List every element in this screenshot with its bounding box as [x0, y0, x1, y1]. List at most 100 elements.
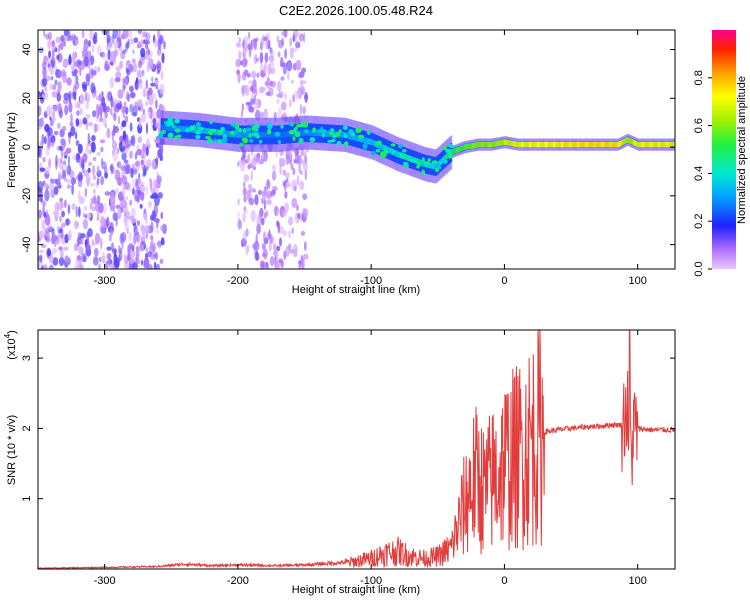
noise-blob	[41, 93, 45, 99]
noise-blob	[56, 181, 62, 188]
ridge-blob	[258, 139, 263, 144]
ridge-core	[228, 130, 231, 137]
ridge-blob	[209, 120, 213, 125]
ridge-core	[224, 130, 227, 137]
noise-blob	[254, 156, 260, 163]
noise-blob	[68, 170, 75, 179]
noise-blob	[123, 101, 127, 109]
noise-blob	[150, 82, 156, 87]
ridge-core	[610, 141, 613, 148]
ridge-core	[360, 136, 362, 143]
ridge-blob	[370, 150, 376, 156]
noise-blob	[125, 196, 129, 201]
noise-blob	[115, 71, 121, 80]
ridge-blob	[171, 124, 176, 129]
ridge-core	[552, 141, 555, 148]
noise-blob	[44, 189, 50, 202]
noise-blob	[156, 63, 160, 70]
spectrogram-x-ticks: -300 -200 -100 0 100	[94, 30, 647, 287]
ridge-core	[662, 141, 665, 148]
ridge-core	[564, 141, 567, 148]
ridge-core	[326, 130, 329, 137]
ridge-core	[595, 141, 598, 148]
ridge-core	[165, 125, 168, 131]
ridge-core	[399, 152, 401, 158]
snr-frame	[37, 329, 676, 570]
ridge-core	[614, 141, 617, 148]
noise-blob	[237, 198, 240, 206]
noise-blob	[78, 118, 83, 128]
ridge-core	[369, 138, 372, 145]
noise-blob	[130, 37, 135, 45]
ridge-core	[642, 141, 645, 148]
ridge-blob	[294, 131, 301, 138]
ridge-core	[592, 141, 594, 148]
ridge-core	[554, 141, 556, 148]
noise-blob	[43, 55, 48, 66]
noise-blob	[252, 166, 257, 171]
ridge-core	[463, 144, 465, 151]
noise-blob	[301, 67, 307, 74]
ridge-core	[495, 140, 497, 147]
noise-blob	[121, 105, 125, 115]
ridge-core	[265, 131, 267, 138]
noise-blob	[241, 103, 244, 111]
noise-blob	[129, 199, 133, 206]
ridge-core	[609, 141, 611, 148]
noise-blob	[50, 186, 53, 198]
noise-blob	[112, 150, 118, 162]
noise-blob	[84, 187, 88, 198]
noise-blob	[68, 135, 71, 145]
snr-x-axis-label: Height of straight line (km)	[292, 584, 420, 596]
noise-blob	[60, 34, 65, 43]
ridge-core	[270, 131, 272, 138]
ridge-core	[222, 130, 224, 136]
ridge-core	[361, 136, 363, 143]
ridge-core	[527, 141, 529, 148]
ridge-core	[433, 163, 436, 170]
ridge-core	[538, 141, 540, 148]
colorbar-label: Normalized spectral amplitude	[736, 76, 748, 224]
noise-blob	[242, 150, 247, 159]
noise-blob	[73, 220, 79, 230]
ridge-core	[174, 125, 177, 132]
noise-blob	[269, 80, 274, 87]
noise-blob	[122, 130, 127, 141]
ridge-core	[422, 160, 425, 167]
ridge-core	[607, 141, 609, 148]
ridge-core	[490, 141, 492, 148]
ridge-blob	[343, 134, 348, 139]
ridge-core	[258, 131, 261, 138]
noise-blob	[44, 91, 48, 101]
noise-blob	[152, 111, 158, 119]
noise-blob	[47, 39, 53, 48]
noise-blob	[238, 50, 242, 61]
noise-blob	[263, 108, 268, 120]
noise-blob	[267, 76, 270, 82]
noise-blob	[291, 197, 298, 209]
noise-blob	[282, 66, 287, 75]
noise-blob	[151, 159, 156, 171]
ridge-core	[223, 130, 226, 137]
noise-blob	[80, 233, 86, 239]
noise-blob	[145, 185, 148, 196]
spectrogram-x-tick-label: -100	[360, 275, 382, 287]
noise-blob	[277, 80, 282, 93]
ridge-blob	[367, 129, 371, 135]
colorbar-gradient	[712, 30, 736, 269]
noise-blob	[145, 122, 149, 135]
noise-blob	[276, 98, 280, 104]
ridge-blob	[255, 134, 260, 139]
noise-blob	[144, 224, 150, 235]
noise-blob	[152, 117, 157, 125]
noise-blob	[94, 247, 99, 257]
noise-blob	[110, 107, 113, 116]
noise-blob	[42, 77, 48, 87]
ridge-core	[640, 141, 642, 148]
ridge-core	[673, 141, 675, 148]
ridge-core	[266, 131, 268, 138]
noise-blob	[56, 103, 62, 111]
noise-blob	[74, 39, 80, 45]
ridge-core	[485, 141, 488, 148]
